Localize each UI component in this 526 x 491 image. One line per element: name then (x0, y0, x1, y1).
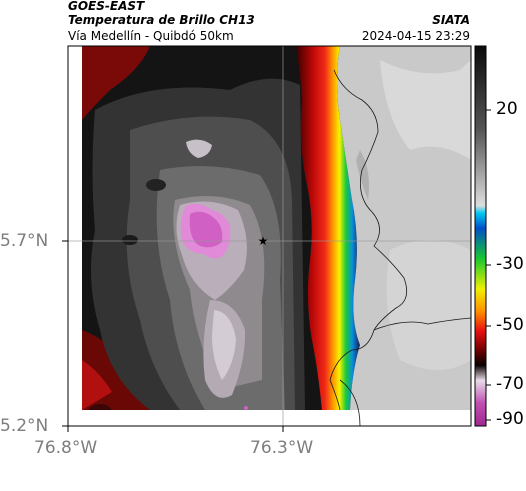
lat-tick-label: 5.7°N (0, 231, 49, 251)
colorbar (474, 45, 487, 427)
product-title: Temperatura de Brillo CH13 (68, 13, 255, 27)
satellite-title: GOES-EAST (68, 0, 145, 13)
colorbar-tick-label: -30 (496, 254, 524, 274)
colorbar-tick-label: -50 (496, 315, 524, 335)
colorbar-tick-label: -70 (496, 374, 524, 394)
lat-tick-label: 5.2°N (0, 416, 49, 436)
brand-label: SIATA (432, 13, 470, 27)
colorbar-tick-label: -90 (496, 409, 524, 429)
region-subtitle: Vía Medellín - Quibdó 50km (68, 29, 234, 43)
imagery-layer: ★ (68, 46, 471, 426)
colorbar-tick-label: 20 (496, 99, 518, 119)
border-lines (329, 69, 471, 426)
plot-frame (67, 45, 472, 427)
lon-tick-label: 76.3°W (250, 438, 314, 458)
star-icon: ★ (258, 234, 269, 248)
lon-tick-label: 76.8°W (34, 438, 98, 458)
timestamp-label: 2024-04-15 23:29 (361, 29, 470, 43)
